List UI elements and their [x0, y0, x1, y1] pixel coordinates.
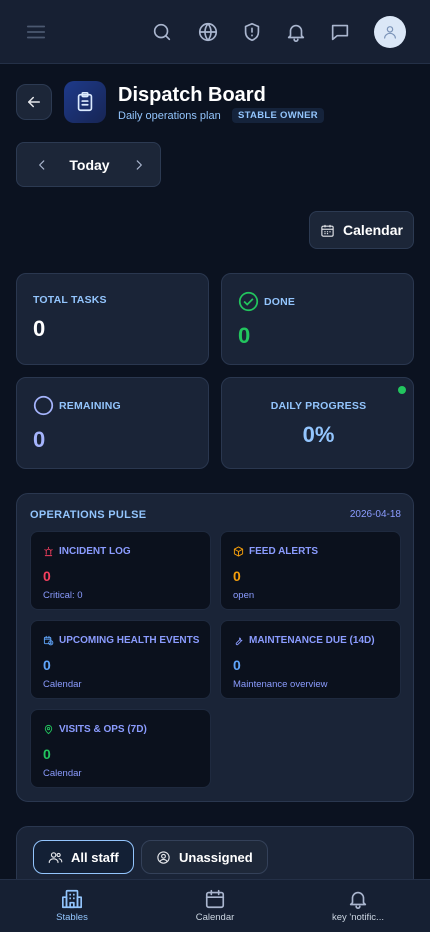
menu-icon[interactable]	[24, 20, 48, 44]
filter-label: Unassigned	[179, 849, 253, 865]
status-dot	[398, 386, 406, 394]
tile-value: 0	[233, 657, 241, 673]
tile-incident-log[interactable]: INCIDENT LOG 0 Critical: 0	[30, 531, 211, 610]
stat-label: DAILY PROGRESS	[270, 400, 367, 412]
avatar[interactable]	[374, 16, 406, 48]
date-switcher: Today	[16, 142, 161, 187]
stat-label: REMAINING	[59, 400, 121, 412]
shield-alert-icon[interactable]	[240, 20, 264, 44]
previous-day-button[interactable]	[33, 156, 51, 174]
stat-value: 0	[33, 427, 46, 452]
tile-label: VISITS & OPS (7D)	[59, 724, 147, 735]
clipboard-icon	[64, 81, 106, 123]
tile-value: 0	[43, 746, 51, 762]
chevron-left-icon	[39, 160, 45, 170]
message-icon[interactable]	[328, 20, 352, 44]
wrench-icon	[235, 637, 243, 646]
nav-label: Calendar	[195, 912, 235, 923]
tile-sub: Calendar	[43, 768, 82, 779]
panel-title: OPERATIONS PULSE	[30, 509, 147, 521]
stat-label: TOTAL TASKS	[33, 294, 107, 306]
tile-label: MAINTENANCE DUE (14D)	[249, 635, 375, 646]
circle-icon	[33, 395, 54, 416]
bell-icon	[349, 891, 367, 909]
calendar-icon	[321, 224, 334, 237]
stat-done: DONE 0	[221, 273, 414, 365]
tile-value: 0	[233, 568, 241, 584]
tile-label: FEED ALERTS	[249, 546, 319, 557]
users-icon	[48, 851, 63, 863]
role-badge: STABLE OWNER	[232, 108, 324, 123]
nav-label: key 'notific...	[332, 912, 384, 923]
tile-value: 0	[43, 657, 51, 673]
stat-total-tasks: TOTAL TASKS 0	[16, 273, 209, 365]
tile-visits-ops[interactable]: VISITS & OPS (7D) 0 Calendar	[30, 709, 211, 788]
check-circle-icon	[238, 291, 259, 312]
bottom-navigation: Stables Calendar key 'notific...	[0, 879, 430, 932]
tile-label: UPCOMING HEALTH EVENTS	[59, 635, 200, 646]
tile-maintenance-due[interactable]: MAINTENANCE DUE (14D) 0 Maintenance over…	[220, 620, 401, 699]
tile-sub: open	[233, 590, 255, 601]
stat-daily-progress: DAILY PROGRESS 0%	[221, 377, 414, 469]
stat-remaining: REMAINING 0	[16, 377, 209, 469]
stat-value: 0%	[302, 422, 335, 447]
stat-label: DONE	[264, 296, 296, 308]
tile-sub: Calendar	[43, 679, 82, 690]
filter-unassigned[interactable]: Unassigned	[141, 840, 268, 874]
tile-sub: Maintenance overview	[233, 679, 328, 690]
filter-label: All staff	[71, 849, 119, 865]
page-title: Dispatch Board	[118, 84, 266, 106]
user-circle-icon	[157, 850, 170, 864]
filter-all-staff[interactable]: All staff	[33, 840, 134, 874]
package-icon	[233, 546, 244, 557]
building-icon	[62, 889, 82, 909]
tile-label: INCIDENT LOG	[59, 546, 131, 557]
nav-item-notifications[interactable]: key 'notific...	[298, 888, 418, 923]
tile-sub: Critical: 0	[43, 590, 83, 601]
search-icon[interactable]	[150, 20, 174, 44]
globe-icon[interactable]	[196, 20, 220, 44]
date-label[interactable]: Today	[69, 157, 110, 173]
stat-value: 0	[238, 323, 251, 348]
next-day-button[interactable]	[130, 156, 148, 174]
calendar-button-label: Calendar	[343, 222, 403, 238]
nav-label: Stables	[56, 912, 88, 923]
tile-feed-alerts[interactable]: FEED ALERTS 0 open	[220, 531, 401, 610]
nav-item-calendar[interactable]: Calendar	[155, 888, 275, 923]
calendar-clock-icon	[43, 635, 54, 646]
panel-date: 2026-04-18	[349, 509, 401, 520]
stat-value: 0	[33, 316, 46, 341]
arrow-left-icon	[28, 96, 40, 108]
siren-icon	[44, 546, 53, 557]
page-subtitle: Daily operations plan	[118, 110, 221, 122]
map-pin-icon	[44, 724, 53, 735]
operations-pulse-panel: OPERATIONS PULSE 2026-04-18 INCIDENT LOG…	[16, 493, 414, 802]
tile-upcoming-health-events[interactable]: UPCOMING HEALTH EVENTS 0 Calendar	[30, 620, 211, 699]
bell-icon[interactable]	[284, 20, 308, 44]
back-button[interactable]	[16, 84, 52, 120]
nav-item-stables[interactable]: Stables	[12, 888, 132, 923]
calendar-icon	[205, 889, 225, 909]
calendar-button[interactable]: Calendar	[309, 211, 414, 249]
tile-value: 0	[43, 568, 51, 584]
top-bar	[0, 0, 430, 64]
chevron-right-icon	[136, 160, 142, 170]
